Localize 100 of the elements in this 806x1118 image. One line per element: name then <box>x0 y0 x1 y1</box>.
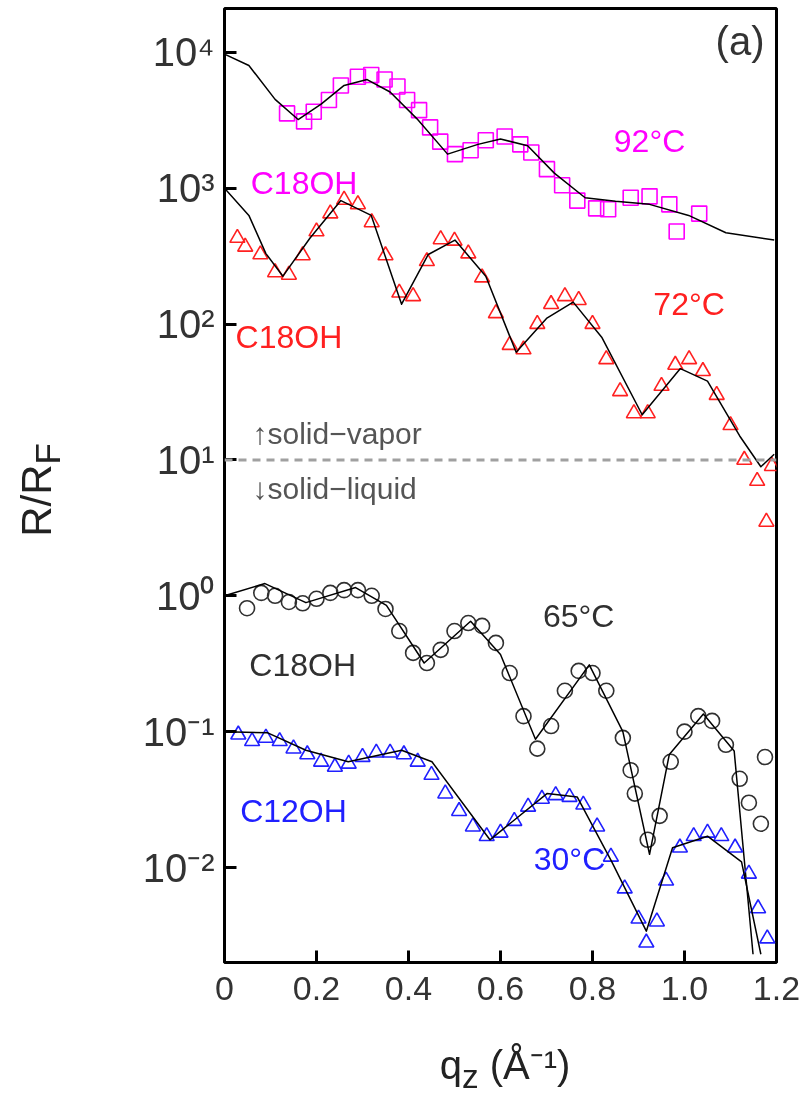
point <box>487 634 505 652</box>
point <box>662 753 679 771</box>
point <box>473 268 491 283</box>
y-tick-label: 10³ <box>156 166 215 211</box>
point <box>667 355 684 371</box>
point <box>308 590 325 608</box>
annotation: 30°C <box>533 841 606 878</box>
point <box>501 664 518 682</box>
point <box>694 361 712 377</box>
point <box>477 132 495 149</box>
y-tick-label: 10⁰ <box>156 573 215 618</box>
point <box>648 912 666 927</box>
point <box>616 879 633 894</box>
point <box>740 864 758 879</box>
point <box>713 826 730 842</box>
point <box>668 223 685 240</box>
annotation: C18OH <box>250 165 358 202</box>
x-tick-label: 0.6 <box>476 968 525 1007</box>
point <box>460 614 477 632</box>
point <box>332 77 350 94</box>
point <box>432 641 449 659</box>
annotation: 65°C <box>542 597 615 634</box>
point <box>661 196 678 213</box>
point <box>538 160 556 178</box>
point <box>322 584 339 602</box>
point <box>731 770 748 788</box>
point <box>280 593 298 611</box>
point <box>506 811 523 827</box>
point <box>685 826 702 842</box>
point <box>622 761 639 779</box>
point <box>376 71 393 88</box>
y-tick-label: 10⁻¹ <box>142 709 215 754</box>
point <box>569 192 586 209</box>
x-tick-label: 1.0 <box>660 968 709 1007</box>
point <box>349 194 367 210</box>
y-tick-label: 10⁴ <box>152 30 215 75</box>
x-tick-label: 0.2 <box>292 968 341 1007</box>
point <box>556 286 574 302</box>
point <box>717 736 735 754</box>
point <box>501 335 518 351</box>
point <box>639 831 656 849</box>
point <box>409 752 426 767</box>
point <box>354 747 371 763</box>
point <box>363 587 380 605</box>
point <box>335 581 353 599</box>
point <box>638 933 655 948</box>
point <box>690 205 708 222</box>
point <box>611 381 629 397</box>
annotation: C18OH <box>235 318 343 355</box>
point <box>708 385 725 401</box>
point <box>266 587 284 605</box>
point <box>278 105 296 122</box>
y-tick-label: 10² <box>156 302 215 347</box>
point <box>450 801 468 817</box>
point <box>671 838 689 853</box>
point <box>404 286 422 302</box>
point <box>421 119 439 136</box>
point <box>515 707 532 725</box>
point <box>464 817 482 832</box>
point <box>752 815 770 833</box>
point <box>381 743 399 758</box>
point <box>511 136 529 153</box>
point <box>676 723 693 740</box>
point <box>542 717 560 735</box>
point <box>446 145 464 163</box>
point <box>340 754 357 769</box>
point <box>584 314 601 330</box>
y-tick-label: 10⁻² <box>142 845 215 890</box>
point <box>614 729 632 747</box>
point <box>418 654 436 672</box>
point <box>398 91 416 109</box>
point <box>641 188 658 205</box>
point <box>653 376 670 392</box>
x-tick-label: 0.4 <box>384 968 433 1007</box>
point <box>391 283 408 298</box>
point <box>625 403 643 419</box>
annotation: 72°C <box>653 286 725 323</box>
point <box>553 176 571 194</box>
point <box>748 471 766 487</box>
point <box>230 725 247 740</box>
x-tick-label: 1.2 <box>752 968 801 1007</box>
point <box>598 682 615 700</box>
point <box>651 807 668 825</box>
point <box>519 797 537 812</box>
point <box>312 752 330 767</box>
point <box>529 314 546 330</box>
point <box>630 909 647 924</box>
point <box>322 204 339 219</box>
point <box>570 290 587 306</box>
point <box>523 144 540 161</box>
point <box>432 229 449 245</box>
point <box>588 817 606 832</box>
point <box>446 231 463 246</box>
point <box>561 787 578 803</box>
point <box>320 91 338 109</box>
point <box>690 707 707 725</box>
point <box>492 823 509 838</box>
ref-line-label: ↑solid−vapor <box>252 416 422 450</box>
point <box>308 222 325 237</box>
point <box>703 712 721 730</box>
